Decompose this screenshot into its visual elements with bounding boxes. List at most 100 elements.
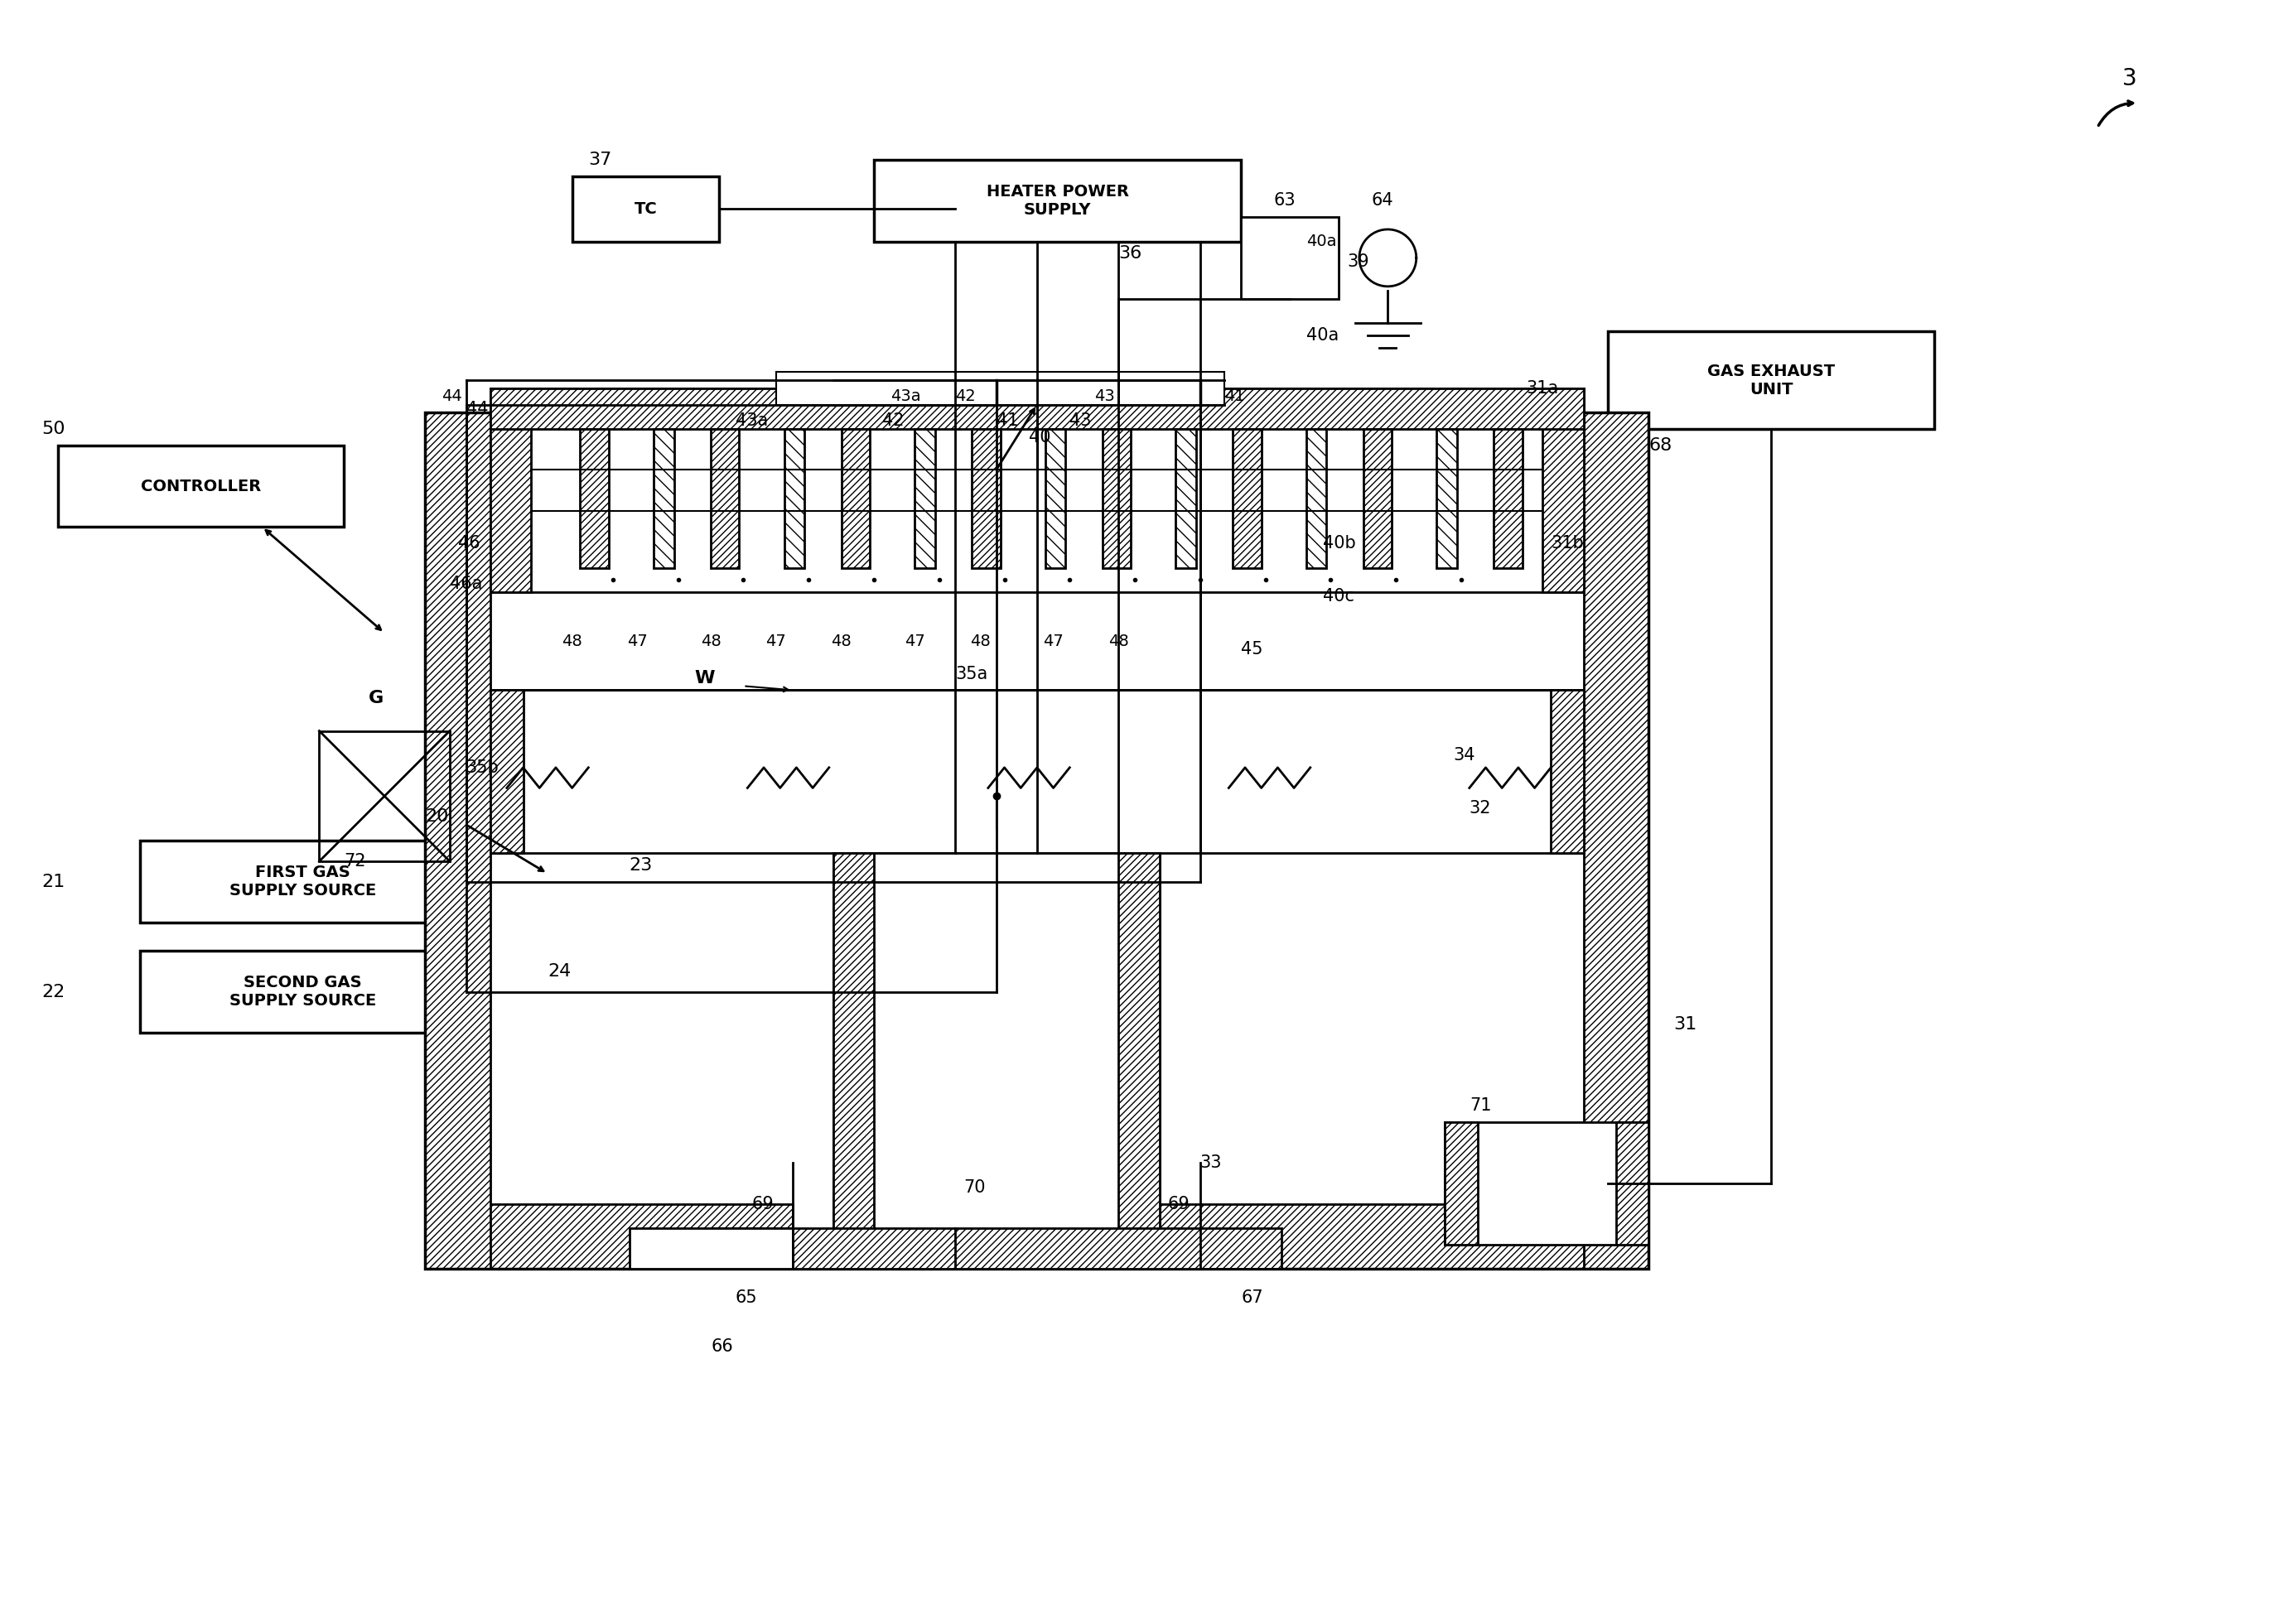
Bar [654,429,674,568]
Bar [581,429,608,568]
Bar [1118,1203,1649,1268]
Text: 41: 41 [995,412,1018,429]
Bar [973,429,1000,568]
Text: FIRST GAS
SUPPLY SOURCE: FIRST GAS SUPPLY SOURCE [230,864,376,898]
Text: 37: 37 [588,151,613,169]
Text: 40c: 40c [1324,588,1353,604]
Bar [1437,429,1458,568]
FancyBboxPatch shape [875,161,1242,242]
Text: 44: 44 [467,401,487,417]
Bar [1362,429,1392,568]
Text: 24: 24 [547,963,572,979]
Text: G: G [369,690,383,706]
Bar [1551,690,1583,853]
Text: 32: 32 [1469,801,1492,817]
Bar [916,429,934,568]
Text: 70: 70 [964,1179,986,1195]
FancyBboxPatch shape [777,372,1226,404]
Text: 21: 21 [41,874,66,890]
Text: 46a: 46a [449,577,483,593]
Text: 42: 42 [954,388,975,404]
Text: 20: 20 [426,809,449,825]
Text: 46: 46 [458,534,481,552]
FancyBboxPatch shape [1608,331,1934,429]
Text: 47: 47 [765,633,786,650]
Text: 35b: 35b [467,760,499,776]
Text: 43a: 43a [891,388,920,404]
Bar [784,429,804,568]
Text: 40a: 40a [1305,234,1337,250]
Text: SECOND GAS
SUPPLY SOURCE: SECOND GAS SUPPLY SOURCE [230,974,376,1009]
Text: 34: 34 [1453,747,1474,763]
Text: 40: 40 [1030,429,1050,445]
Text: 42: 42 [882,412,904,429]
Bar [1046,429,1066,568]
Text: 50: 50 [41,421,66,437]
Bar [834,853,875,1244]
Bar [1494,429,1522,568]
Text: 65: 65 [736,1289,756,1306]
Text: GAS EXHAUST
UNIT: GAS EXHAUST UNIT [1706,364,1836,398]
Bar [1583,412,1649,1268]
Text: 48: 48 [970,633,991,650]
Text: 31: 31 [1674,1017,1697,1033]
FancyBboxPatch shape [1444,1122,1649,1244]
Text: 31b: 31b [1551,534,1583,552]
Bar [426,1203,793,1268]
Text: 40a: 40a [1305,326,1339,344]
Bar [1232,429,1262,568]
Bar [1542,388,1583,593]
Bar [490,388,531,593]
Text: 39: 39 [1346,253,1369,270]
Text: 66: 66 [711,1338,734,1354]
FancyBboxPatch shape [59,445,344,528]
Text: 43: 43 [1093,388,1114,404]
Text: W: W [695,669,715,685]
Bar [1615,1122,1649,1244]
FancyBboxPatch shape [490,388,1583,593]
Text: 72: 72 [344,853,367,869]
Text: 44: 44 [442,388,462,404]
Text: 23: 23 [629,857,652,874]
Text: 69: 69 [752,1195,775,1212]
Bar [841,429,870,568]
FancyBboxPatch shape [572,177,720,242]
Bar [711,429,740,568]
Bar [1444,1122,1478,1244]
Bar [1118,853,1160,1244]
Text: CONTROLLER: CONTROLLER [141,479,262,494]
Text: 71: 71 [1469,1098,1492,1114]
Bar [1103,429,1130,568]
Text: 47: 47 [904,633,925,650]
FancyBboxPatch shape [1242,218,1339,299]
Text: 48: 48 [831,633,852,650]
Text: 69: 69 [1169,1195,1189,1212]
Text: 47: 47 [1043,633,1064,650]
Text: 41: 41 [1226,388,1246,404]
Bar [426,412,490,1268]
Text: 48: 48 [1109,633,1130,650]
Text: TC: TC [633,201,656,218]
Text: 22: 22 [41,984,66,1000]
Text: 33: 33 [1201,1155,1221,1171]
Bar [490,388,1583,429]
Text: 40b: 40b [1324,534,1355,552]
Bar [490,690,524,853]
FancyBboxPatch shape [629,1228,793,1268]
Bar [1305,429,1326,568]
Text: 47: 47 [626,633,647,650]
FancyBboxPatch shape [834,853,1160,1244]
Text: 48: 48 [563,633,583,650]
Text: 43: 43 [1071,412,1091,429]
Text: 63: 63 [1273,193,1296,209]
FancyBboxPatch shape [139,952,467,1033]
FancyBboxPatch shape [139,841,467,922]
Text: 45: 45 [1242,641,1262,658]
FancyBboxPatch shape [490,690,1583,853]
Text: 48: 48 [702,633,722,650]
Text: 3: 3 [2121,67,2137,89]
Bar [426,412,1649,510]
Bar [1175,429,1196,568]
FancyBboxPatch shape [711,1228,1283,1268]
Text: 36: 36 [1118,245,1141,261]
